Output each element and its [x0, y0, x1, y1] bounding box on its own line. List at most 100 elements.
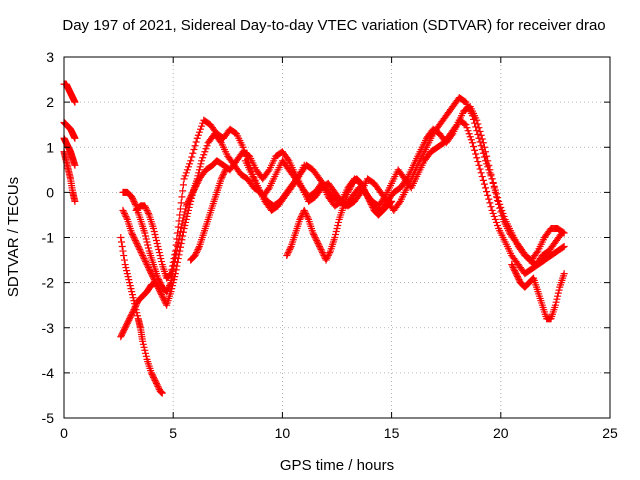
data-point: [264, 185, 272, 193]
data-point: [193, 134, 201, 142]
data-point: [195, 169, 203, 177]
data-point: [143, 261, 151, 269]
data-point: [124, 273, 132, 281]
data-point: [364, 193, 372, 201]
data-point: [151, 376, 159, 384]
data-point: [560, 243, 568, 251]
data-point: [128, 291, 136, 299]
data-point: [130, 306, 138, 314]
y-tick-label: 2: [46, 94, 54, 110]
data-point: [188, 191, 196, 199]
data-point: [479, 176, 487, 184]
data-point: [483, 188, 491, 196]
data-point: [217, 175, 225, 183]
data-point: [139, 252, 147, 260]
series-s9: [132, 94, 568, 282]
data-point: [147, 268, 155, 276]
data-point: [152, 280, 160, 288]
data-point: [515, 276, 523, 284]
data-point: [198, 122, 206, 130]
data-point: [123, 270, 131, 278]
data-point: [344, 188, 352, 196]
data-point: [193, 175, 201, 183]
data-point: [198, 157, 206, 165]
data-point: [182, 218, 190, 226]
data-point: [158, 292, 166, 300]
data-point: [508, 261, 516, 269]
x-tick-label: 5: [169, 425, 177, 441]
data-point: [194, 131, 202, 139]
data-point: [121, 261, 129, 269]
data-point: [155, 249, 163, 257]
data-point: [239, 143, 247, 151]
data-point: [143, 206, 151, 214]
data-point: [486, 169, 494, 177]
data-point: [302, 211, 310, 219]
data-point: [172, 241, 180, 249]
data-point: [241, 149, 249, 157]
data-point: [166, 271, 174, 279]
data-point: [120, 252, 128, 260]
data-point: [513, 271, 521, 279]
data-point: [128, 309, 136, 317]
data-point: [176, 243, 184, 251]
data-point: [316, 243, 324, 251]
data-point: [509, 264, 517, 272]
data-point: [176, 205, 184, 213]
data-point: [139, 337, 147, 345]
data-point: [366, 199, 374, 207]
data-point: [488, 206, 496, 214]
data-point: [200, 151, 208, 159]
data-point: [174, 229, 182, 237]
data-point: [332, 227, 340, 235]
data-point: [71, 134, 79, 142]
data-point: [221, 167, 229, 175]
data-point: [190, 146, 198, 154]
data-point: [177, 240, 185, 248]
data-point: [134, 243, 142, 251]
data-point: [179, 187, 187, 195]
data-point: [367, 200, 375, 208]
data-point: [132, 301, 140, 309]
data-point: [386, 199, 394, 207]
data-point: [222, 166, 230, 174]
data-point: [560, 270, 568, 278]
data-point: [144, 241, 152, 249]
data-point: [478, 146, 486, 154]
data-point: [139, 253, 147, 261]
data-point: [559, 243, 567, 251]
data-point: [180, 224, 188, 232]
data-point: [182, 215, 190, 223]
data-point: [311, 234, 319, 241]
data-point: [310, 232, 318, 240]
data-point: [179, 181, 187, 189]
data-point: [364, 194, 372, 202]
data-point: [358, 181, 366, 189]
data-point: [196, 163, 204, 171]
data-point: [140, 255, 148, 263]
data-point: [188, 153, 196, 161]
data-point: [334, 221, 342, 229]
x-tick-label: 20: [493, 425, 509, 441]
data-point: [316, 244, 324, 252]
data-point: [144, 244, 152, 252]
data-point: [314, 240, 322, 248]
data-point: [126, 282, 134, 290]
data-point: [141, 256, 149, 264]
data-point: [361, 187, 369, 195]
data-point: [487, 172, 495, 180]
data-point: [118, 331, 126, 339]
data-point: [170, 276, 178, 284]
data-point: [491, 186, 499, 194]
data-point: [152, 279, 160, 287]
data-point: [126, 315, 134, 323]
data-point: [195, 166, 203, 174]
data-point: [346, 184, 354, 192]
data-point: [160, 295, 168, 303]
data-point: [130, 234, 138, 241]
data-point: [144, 262, 152, 270]
data-point: [551, 301, 559, 309]
data-point: [131, 303, 139, 311]
data-point: [285, 247, 293, 255]
